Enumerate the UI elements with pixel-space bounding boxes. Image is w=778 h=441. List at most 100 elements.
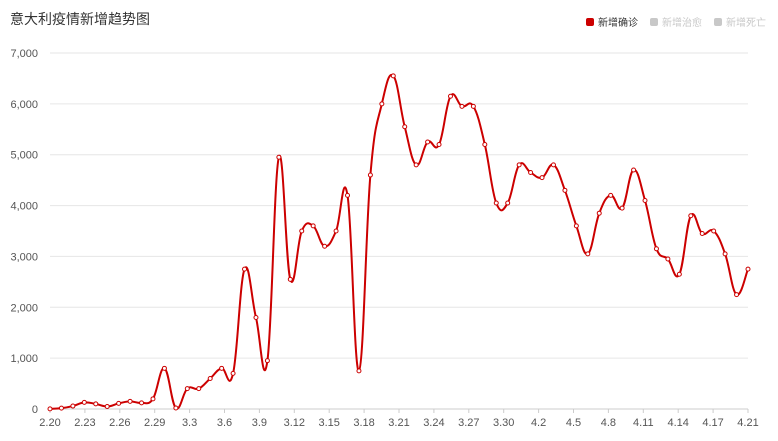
data-point [242, 266, 248, 272]
data-point [631, 167, 637, 173]
chart-title: 意大利疫情新增趋势图 [10, 11, 150, 27]
data-point [150, 396, 156, 402]
legend-label: 新增死亡 [726, 18, 766, 29]
data-point [367, 172, 373, 178]
x-tick-label: 2.23 [74, 417, 95, 429]
y-tick-label: 0 [32, 404, 38, 416]
data-point [116, 400, 122, 406]
data-point [505, 200, 511, 206]
data-point [184, 386, 190, 392]
data-point [722, 251, 728, 257]
legend-swatch-icon [650, 17, 658, 26]
data-point [161, 365, 167, 371]
legend-swatch-icon [586, 17, 594, 26]
data-point [493, 200, 499, 206]
x-tick-label: 2.26 [109, 417, 130, 429]
data-point [264, 358, 270, 364]
data-point [596, 210, 602, 216]
x-tick-label: 3.30 [493, 417, 514, 429]
chart-legend: 新增确诊 新增治愈 新增死亡 [586, 14, 766, 29]
data-point [550, 162, 556, 168]
x-tick-label: 3.6 [217, 417, 232, 429]
x-tick-label: 4.17 [702, 417, 723, 429]
data-point [665, 256, 671, 262]
data-point [173, 405, 179, 411]
x-tick-label: 4.21 [737, 417, 758, 429]
series-line-new-confirmed [49, 73, 749, 410]
data-point [734, 292, 740, 298]
x-tick-label: 3.12 [284, 417, 305, 429]
data-point [310, 223, 316, 229]
data-point [356, 368, 362, 374]
data-point [253, 314, 259, 320]
data-point [608, 192, 614, 198]
legend-label: 新增确诊 [598, 18, 638, 29]
data-point [539, 175, 545, 181]
data-point [619, 205, 625, 211]
data-point [219, 365, 225, 371]
x-tick-label: 3.27 [458, 417, 479, 429]
data-point [516, 162, 522, 168]
data-point [528, 170, 534, 176]
data-point [562, 187, 568, 193]
data-point [573, 223, 579, 229]
data-point [127, 398, 133, 404]
x-tick-label: 3.24 [423, 417, 444, 429]
data-point [402, 124, 408, 130]
x-tick-label: 2.29 [144, 417, 165, 429]
data-point [379, 101, 385, 107]
y-tick-label: 7,000 [10, 48, 38, 60]
legend-item-new-recovered[interactable]: 新增治愈 [650, 14, 702, 29]
y-tick-label: 1,000 [10, 353, 38, 365]
data-point [299, 228, 305, 234]
data-point [104, 403, 110, 409]
legend-label: 新增治愈 [662, 18, 702, 29]
data-point [196, 386, 202, 392]
data-point [70, 403, 76, 409]
data-point [642, 197, 648, 203]
data-point [287, 276, 293, 282]
data-point [585, 251, 591, 257]
x-tick-label: 3.21 [388, 417, 409, 429]
data-point [81, 399, 87, 405]
data-point [47, 406, 53, 412]
legend-item-new-deaths[interactable]: 新增死亡 [714, 14, 766, 29]
data-point [482, 142, 488, 148]
data-point [207, 375, 213, 381]
data-point [345, 192, 351, 198]
x-tick-label: 3.3 [182, 417, 197, 429]
data-point [390, 73, 396, 79]
data-point [653, 246, 659, 252]
data-point [688, 213, 694, 219]
data-point [459, 103, 465, 109]
x-tick-label: 4.8 [601, 417, 616, 429]
y-tick-label: 3,000 [10, 251, 38, 263]
x-tick-label: 4.2 [531, 417, 546, 429]
x-tick-label: 4.11 [633, 417, 654, 429]
x-tick-label: 3.15 [318, 417, 339, 429]
data-point [413, 162, 419, 168]
x-tick-label: 4.14 [667, 417, 688, 429]
y-tick-label: 5,000 [10, 150, 38, 162]
data-point [333, 228, 339, 234]
legend-swatch-icon [714, 17, 722, 26]
data-point [470, 103, 476, 109]
data-point [322, 243, 328, 249]
data-point [276, 154, 282, 160]
data-point [436, 142, 442, 148]
data-point [745, 266, 751, 272]
data-point [676, 271, 682, 277]
x-tick-label: 3.9 [252, 417, 267, 429]
y-tick-label: 6,000 [10, 99, 38, 111]
legend-item-new-confirmed[interactable]: 新增确诊 [586, 14, 638, 29]
data-point [93, 401, 99, 407]
data-point [139, 400, 145, 406]
y-tick-label: 4,000 [10, 201, 38, 213]
data-point [699, 231, 705, 237]
x-tick-label: 2.20 [39, 417, 60, 429]
data-point [58, 405, 64, 411]
x-tick-label: 4.5 [566, 417, 581, 429]
x-tick-label: 3.18 [353, 417, 374, 429]
data-point [230, 370, 236, 376]
